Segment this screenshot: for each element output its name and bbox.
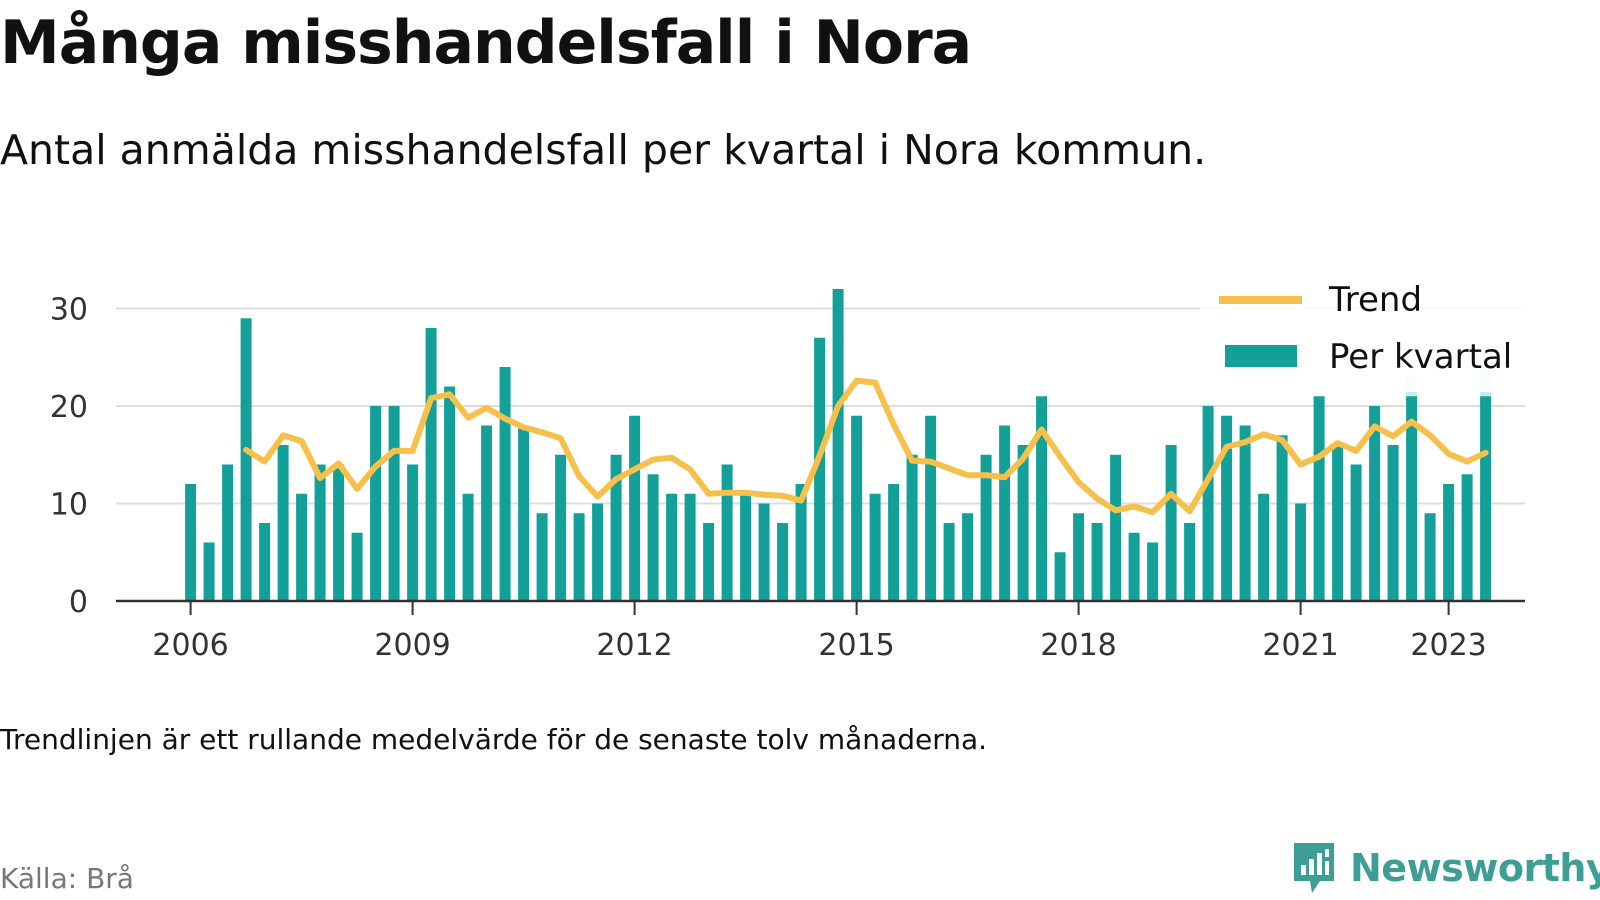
bar <box>962 513 974 601</box>
bar <box>259 523 271 601</box>
bar <box>1184 523 1196 601</box>
bar <box>943 523 955 601</box>
legend-bar-label: Per kvartal <box>1329 337 1512 377</box>
bar <box>1276 435 1288 601</box>
bar <box>592 503 604 601</box>
chart-source: Källa: Brå <box>0 862 134 895</box>
bar <box>1350 464 1362 601</box>
bar <box>851 415 863 601</box>
bar <box>536 513 548 601</box>
bar <box>499 367 511 601</box>
x-tick-label: 2012 <box>596 628 672 663</box>
bar <box>240 318 252 601</box>
bar <box>647 474 659 601</box>
trend-line <box>243 377 1489 516</box>
brand-name: Newsworthy <box>1350 846 1600 890</box>
x-tick-label: 2015 <box>818 628 894 663</box>
bar-chart-logo-icon <box>1294 843 1334 893</box>
bar <box>185 484 197 601</box>
bar <box>1406 396 1418 601</box>
bar <box>1202 406 1214 601</box>
bar <box>869 493 881 601</box>
bar <box>888 484 900 601</box>
y-tick-label: 30 <box>50 293 88 328</box>
bar <box>203 542 215 601</box>
bar <box>1258 493 1270 601</box>
bar <box>906 454 918 601</box>
bar <box>758 503 770 601</box>
trend-line-group <box>243 377 1489 516</box>
bar <box>610 454 622 601</box>
x-tick-label: 2021 <box>1262 628 1338 663</box>
bar <box>1443 484 1455 601</box>
bar <box>1295 503 1307 601</box>
bar <box>1369 406 1381 601</box>
x-tick-label: 2006 <box>152 628 228 663</box>
bar <box>925 415 937 601</box>
bar <box>296 493 308 601</box>
bar <box>1110 454 1122 601</box>
bar <box>703 523 715 601</box>
bar <box>740 493 752 601</box>
bar <box>666 493 678 601</box>
bar <box>1073 513 1085 601</box>
bar <box>388 406 400 601</box>
bar <box>721 464 733 601</box>
legend-trend-label: Trend <box>1328 280 1422 320</box>
bar <box>1387 445 1399 601</box>
x-tick-label: 2018 <box>1040 628 1116 663</box>
bar <box>795 484 807 601</box>
bar <box>1091 523 1103 601</box>
bar <box>629 415 641 601</box>
page-subtitle: Antal anmälda misshandelsfall per kvarta… <box>0 126 1207 174</box>
chart-note: Trendlinjen är ett rullande medelvärde f… <box>0 723 988 756</box>
bar <box>1165 445 1177 601</box>
x-tick-label: 2009 <box>374 628 450 663</box>
bar <box>462 493 474 601</box>
bar <box>481 425 493 601</box>
bar <box>425 328 437 601</box>
bar <box>222 464 234 601</box>
bar <box>1461 474 1473 601</box>
bar <box>1128 532 1140 601</box>
bar <box>832 289 844 601</box>
bars-per-kvartal <box>185 289 1492 601</box>
page-title: Många misshandelsfall i Nora <box>0 8 972 78</box>
bar <box>1480 396 1492 601</box>
bar <box>980 454 992 601</box>
bar <box>573 513 585 601</box>
bar <box>370 406 382 601</box>
y-tick-label: 20 <box>50 390 88 425</box>
bar <box>1313 396 1325 601</box>
bar <box>1036 396 1048 601</box>
bar <box>814 337 826 601</box>
legend-bar-swatch <box>1225 345 1297 367</box>
bar <box>777 523 789 601</box>
bar <box>518 425 530 601</box>
bar <box>555 454 567 601</box>
bar <box>277 445 289 601</box>
bar <box>1054 552 1066 601</box>
bar <box>351 532 363 601</box>
bar <box>1221 415 1233 601</box>
bar <box>684 493 696 601</box>
bar <box>407 464 419 601</box>
y-tick-label: 10 <box>50 488 88 523</box>
bar <box>1017 445 1029 601</box>
bar <box>444 386 456 601</box>
bar <box>1424 513 1436 601</box>
bar <box>314 464 326 601</box>
bar <box>999 425 1011 601</box>
x-tick-label: 2023 <box>1410 628 1486 663</box>
bar <box>1332 445 1344 601</box>
y-tick-label: 0 <box>69 585 88 620</box>
newsworthy-logo[interactable]: Newsworthy <box>1290 838 1600 898</box>
chart-legend: Trend Per kvartal <box>1200 278 1528 392</box>
bar <box>1147 542 1159 601</box>
misshandel-chart: 0 10 20 30 2006 2009 2012 2015 2018 2021 2023 Tren… <box>49 278 1528 663</box>
bar <box>1239 425 1251 601</box>
axes: 0 10 20 30 2006 2009 2012 2015 2018 2021 2023 <box>50 293 1525 663</box>
bar <box>333 464 345 601</box>
